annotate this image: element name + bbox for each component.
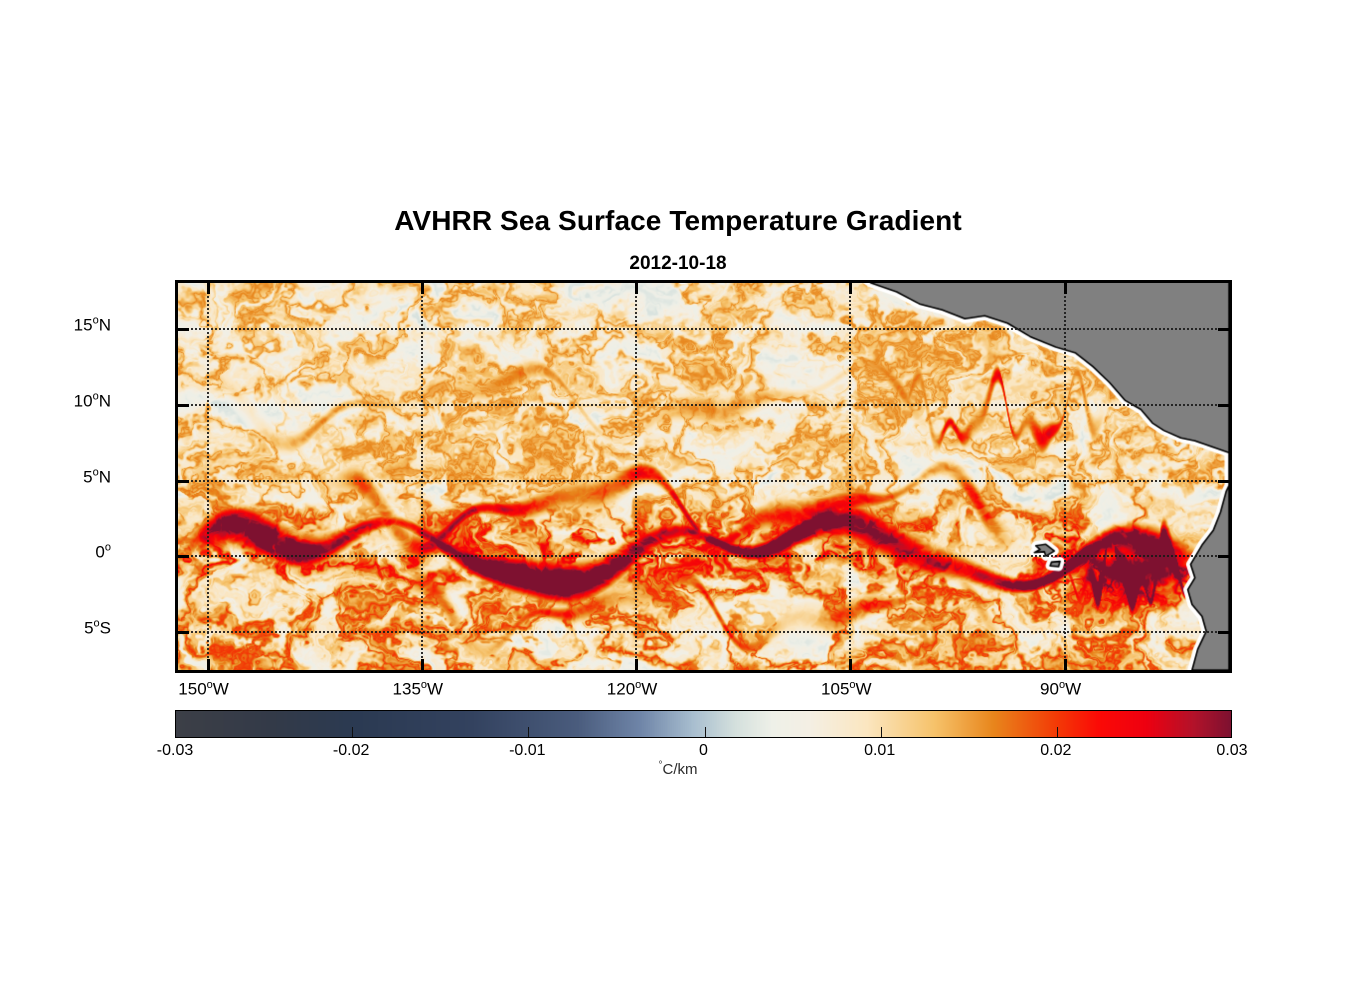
page-title: AVHRR Sea Surface Temperature Gradient [394, 205, 962, 236]
y-tick-label: 15oN [73, 315, 111, 335]
tick-lon [206, 283, 210, 294]
gridline-lat [178, 555, 1229, 558]
tick-lat [178, 555, 189, 559]
x-tick-label: 135oW [392, 679, 444, 699]
tick-lon [1063, 283, 1067, 294]
x-tick-label: 120oW [606, 679, 658, 699]
colorbar-tick-label: -0.02 [332, 742, 370, 759]
gridline-lat [178, 479, 1229, 482]
colorbar-tick [1056, 727, 1058, 737]
tick-lat [178, 479, 189, 483]
tick-lon [635, 283, 639, 294]
x-tick-label: 90oW [1040, 679, 1082, 699]
y-tick-label: 5oN [83, 466, 111, 486]
tick-lat [1218, 555, 1229, 559]
colorbar-tick-label: 0.01 [864, 742, 896, 759]
x-tick-label: 105oW [821, 679, 872, 699]
colorbar-tick-label: -0.03 [156, 742, 194, 759]
tick-lon [206, 659, 210, 670]
tick-lat [178, 403, 189, 407]
colorbar-tick [352, 727, 354, 737]
tick-lat [1218, 328, 1229, 332]
degree-symbol: ° [658, 760, 663, 771]
colorbar-tick-label: -0.01 [509, 742, 546, 759]
gridline-lon [635, 283, 638, 670]
unit-text: C/km [662, 761, 698, 778]
tick-lat [178, 630, 189, 634]
gridline-lon [206, 283, 209, 670]
figure-subtitle: 2012-10-18 [629, 253, 727, 274]
gridline-lat [178, 403, 1229, 406]
tick-lon [1063, 659, 1067, 670]
tick-lon [849, 283, 853, 294]
colorbar-tick-label: 0.03 [1216, 742, 1248, 759]
colorbar [175, 710, 1232, 738]
colorbar-tick-label: 0 [699, 742, 708, 759]
y-tick-label: 10oN [73, 390, 111, 411]
tick-lon [849, 659, 853, 670]
tick-lon [420, 659, 424, 670]
colorbar-tick [528, 727, 530, 737]
colorbar-tick [880, 727, 882, 737]
x-tick-label: 150oW [178, 679, 229, 699]
gridline-lon [420, 283, 423, 670]
sst-gradient-field [178, 283, 1229, 670]
tick-lon [420, 283, 424, 294]
colorbar-tick [704, 727, 706, 737]
tick-lon [635, 659, 639, 670]
colorbar-unit-label: °C/km [0, 760, 1356, 778]
y-tick-label: 0o [95, 541, 111, 562]
gridline-lon [849, 283, 852, 670]
tick-lat [1218, 479, 1229, 483]
colorbar-tick-label: 0.02 [1040, 742, 1072, 759]
y-tick-label: 5oS [84, 617, 111, 637]
gridline-lon [1063, 283, 1066, 670]
tick-lat [1218, 630, 1229, 634]
gridline-lat [178, 328, 1229, 331]
tick-lat [178, 328, 189, 332]
gridline-lat [178, 630, 1229, 633]
map-axes [175, 280, 1232, 673]
tick-lat [1218, 403, 1229, 407]
